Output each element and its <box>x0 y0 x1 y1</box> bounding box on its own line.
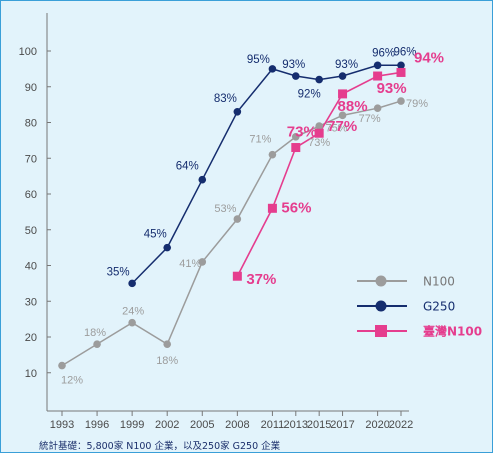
x-tick-label: 1993 <box>50 419 74 431</box>
data-label: 93% <box>282 59 305 71</box>
series-line-n100 <box>61 100 402 367</box>
legend-label: 臺灣N100 <box>423 324 482 339</box>
data-label: 95% <box>247 54 270 66</box>
x-tick-label: 2008 <box>225 419 249 431</box>
data-label: 92% <box>298 89 321 101</box>
data-point <box>233 215 242 223</box>
data-point <box>315 122 323 130</box>
data-label: 41% <box>179 258 201 270</box>
data-point <box>396 67 406 77</box>
data-point <box>268 65 277 73</box>
y-tick-label: 20 <box>25 332 37 344</box>
data-label: 96% <box>372 47 395 59</box>
x-tick-label: 2011 <box>261 419 285 431</box>
x-tick-label: 2005 <box>190 419 214 431</box>
data-point <box>291 143 301 153</box>
y-tick-label: 80 <box>25 118 37 130</box>
x-tick-label: 2022 <box>389 419 413 431</box>
data-point <box>232 271 242 281</box>
y-tick-label: 40 <box>25 261 37 273</box>
data-label: 18% <box>156 355 178 367</box>
x-tick-label: 2002 <box>155 419 179 431</box>
data-point <box>267 203 277 213</box>
footnote: 統計基礎：5,800家 N100 企業，以及250家 G250 企業 <box>39 441 281 452</box>
data-label: 73% <box>308 137 330 149</box>
data-point <box>198 175 207 184</box>
data-label: 37% <box>246 271 276 288</box>
legend-label: N100 <box>423 275 455 289</box>
data-label: 56% <box>281 199 311 216</box>
x-tick-label: 2020 <box>365 419 389 431</box>
data-point <box>163 243 172 252</box>
legend: N100 G250 臺灣N100 <box>357 275 482 339</box>
x-tick-label: 2015 <box>307 419 331 431</box>
data-label: 77% <box>327 118 357 135</box>
y-tick-label: 70 <box>25 153 37 165</box>
series-markers <box>58 61 406 370</box>
data-label: 71% <box>249 134 271 146</box>
data-label: 96% <box>393 46 416 58</box>
data-label: 64% <box>176 161 199 173</box>
data-label: 12% <box>61 375 83 387</box>
data-point <box>338 111 347 120</box>
data-point <box>338 72 347 80</box>
axes: 10 20 30 40 50 60 70 80 90 100 1993 1996 1999 2002 200… <box>19 13 413 431</box>
y-tick-label: 100 <box>19 46 37 58</box>
y-tick-label: 90 <box>25 82 37 94</box>
data-label: 53% <box>214 203 236 215</box>
data-point <box>93 340 101 348</box>
x-tick-label: 2013 <box>284 419 308 431</box>
x-tick-label: 1996 <box>85 419 109 431</box>
data-point <box>58 361 66 370</box>
data-point <box>128 279 136 288</box>
data-label: 18% <box>84 327 106 339</box>
data-point <box>198 258 207 266</box>
data-label: 93% <box>335 59 358 71</box>
series-line-g250 <box>131 64 401 284</box>
data-point <box>373 61 382 70</box>
data-label: 45% <box>144 229 167 241</box>
data-label: 88% <box>338 98 368 115</box>
y-tick-label: 10 <box>25 368 37 380</box>
data-point <box>128 318 136 327</box>
x-tick-label: 1999 <box>120 419 144 431</box>
data-labels: 12%18%24%18%41%53%71% 73%75%77%79%35%45%6… <box>61 46 444 386</box>
data-point <box>373 71 383 81</box>
data-point <box>338 89 348 99</box>
data-label: 93% <box>377 80 407 97</box>
data-point <box>291 72 300 80</box>
y-tick-label: 50 <box>25 225 37 237</box>
data-point <box>397 97 405 105</box>
data-point <box>315 75 323 84</box>
data-point <box>233 107 242 116</box>
data-label: 75% <box>326 122 348 134</box>
data-label: 94% <box>414 49 444 66</box>
data-point <box>291 133 300 141</box>
data-point <box>268 150 277 159</box>
data-point <box>373 104 382 112</box>
legend-marker <box>375 275 387 287</box>
data-point <box>314 128 324 138</box>
data-point <box>397 61 405 70</box>
data-label: 83% <box>214 93 237 105</box>
data-label: 24% <box>122 306 144 318</box>
data-point <box>163 340 172 348</box>
legend-marker <box>375 325 387 337</box>
x-tick-label: 2017 <box>330 419 354 431</box>
y-tick-label: 30 <box>25 296 37 308</box>
legend-label: G250 <box>423 300 455 314</box>
data-label: 35% <box>107 266 130 278</box>
legend-marker <box>375 300 387 312</box>
y-tick-label: 60 <box>25 189 37 201</box>
data-label: 73% <box>287 124 317 141</box>
data-label: 77% <box>359 113 381 125</box>
data-label: 79% <box>406 98 428 110</box>
